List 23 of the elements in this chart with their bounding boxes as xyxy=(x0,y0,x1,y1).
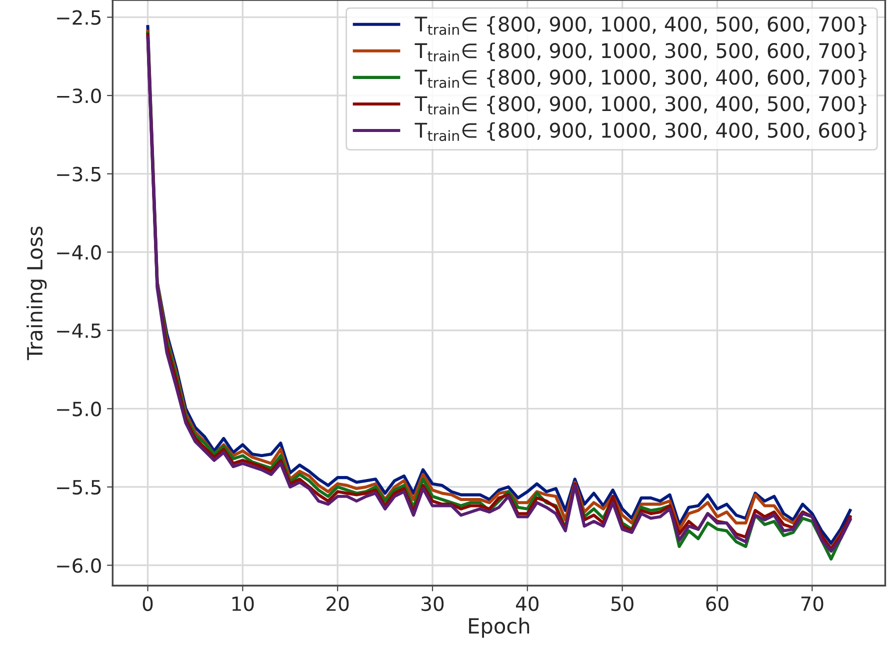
y-tick-label: −6.0 xyxy=(57,558,101,573)
x-tick-label: 20 xyxy=(326,596,349,612)
x-tick-label: 70 xyxy=(801,596,824,612)
legend-label: T$_{train}$∈ {800, 900, 1000, 300, 500, 600, 700} xyxy=(414,42,866,62)
y-axis-title: Training Loss xyxy=(26,226,47,360)
x-tick-label: 10 xyxy=(232,596,254,612)
y-tick-label: −3.0 xyxy=(57,88,101,104)
y-tick-label: −3.5 xyxy=(57,166,101,182)
legend-label: T$_{train}$∈ {800, 900, 1000, 300, 400, 600, 700} xyxy=(414,69,866,88)
y-tick-label: −2.5 xyxy=(57,10,101,25)
x-tick-label: 50 xyxy=(611,596,634,612)
y-tick-label: −4.0 xyxy=(57,245,101,260)
x-tick-label: 60 xyxy=(706,596,728,612)
x-tick-label: 0 xyxy=(142,596,153,612)
y-tick-label: −4.5 xyxy=(57,324,101,338)
x-axis-title: Epoch xyxy=(469,618,530,638)
y-tick-label: −5.5 xyxy=(57,480,101,495)
x-tick-label: 40 xyxy=(516,596,538,612)
legend-label: T$_{train}$∈ {800, 900, 1000, 400, 500, 600, 700} xyxy=(414,16,866,35)
y-tick-label: −5.0 xyxy=(57,402,101,416)
legend-label: T$_{train}$∈ {800, 900, 1000, 300, 400, 500, 600} xyxy=(414,122,866,142)
legend-label: T$_{train}$∈ {800, 900, 1000, 300, 400, 500, 700} xyxy=(414,96,866,115)
x-tick-label: 30 xyxy=(422,596,444,612)
